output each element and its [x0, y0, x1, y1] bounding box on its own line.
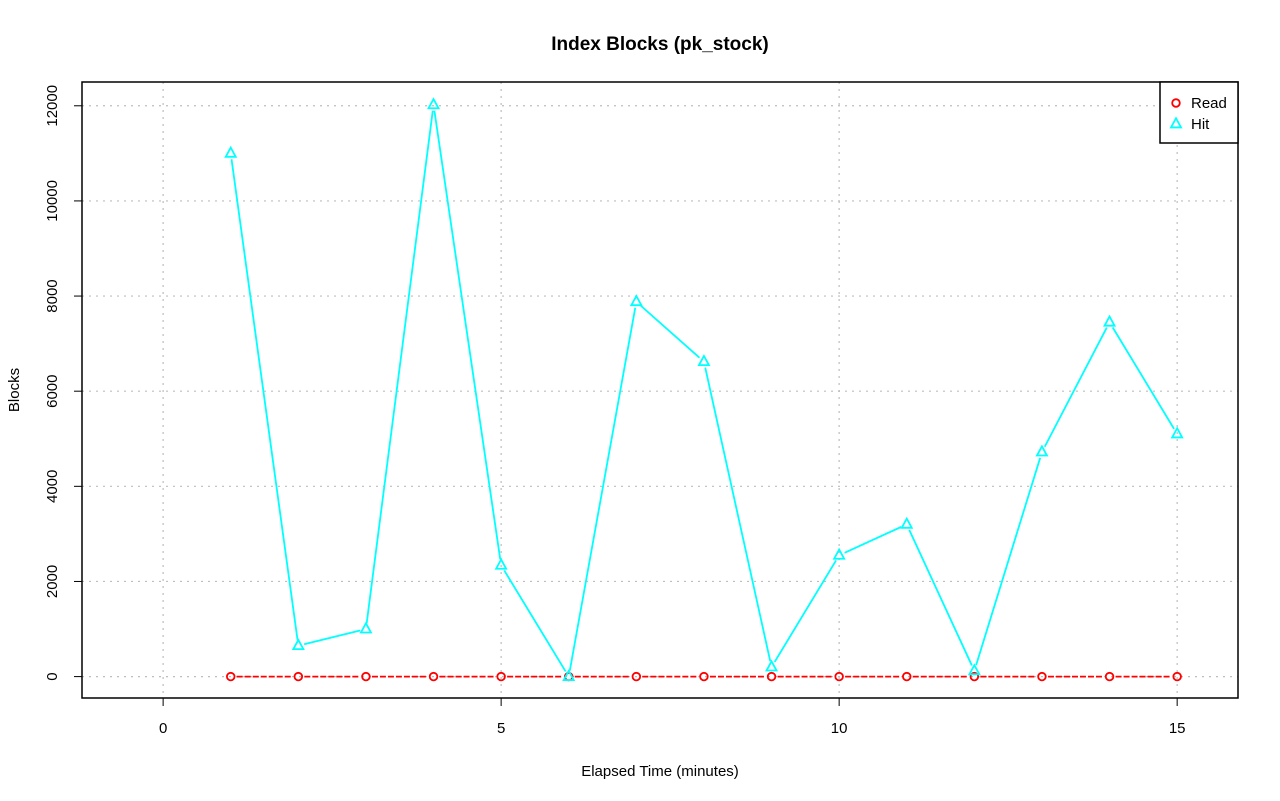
- y-tick-label: 8000: [44, 279, 61, 312]
- x-tick-label: 0: [159, 720, 167, 737]
- legend-label: Hit: [1191, 116, 1210, 133]
- data-point: [226, 671, 236, 682]
- series-line-segment: [640, 305, 701, 359]
- data-point: [427, 97, 441, 110]
- series-line-segment: [230, 159, 299, 640]
- data-point: [361, 671, 371, 682]
- data-point: [1172, 671, 1182, 682]
- legend-marker: [1169, 116, 1183, 129]
- data-point: [765, 659, 779, 672]
- data-point: [224, 145, 238, 158]
- data-point: [494, 557, 508, 570]
- data-point: [1170, 426, 1184, 439]
- data-point: [1103, 314, 1117, 327]
- series-line-segment: [704, 367, 772, 662]
- legend: Read Hit: [1159, 81, 1239, 144]
- series-line-segment: [365, 110, 434, 624]
- data-point: [1104, 671, 1115, 682]
- x-tick-label: 15: [1169, 720, 1186, 737]
- series-line-segment: [503, 569, 567, 672]
- series-read: [226, 671, 1182, 682]
- data-point: [1037, 671, 1047, 682]
- data-point: [629, 294, 643, 307]
- data-point: [969, 671, 980, 682]
- series-line-segment: [975, 457, 1042, 666]
- legend-marker: [1171, 98, 1181, 108]
- legend-label: Read: [1191, 95, 1227, 112]
- series-line-segment: [1043, 327, 1108, 448]
- series-line-segment: [568, 307, 637, 671]
- data-point: [900, 516, 914, 529]
- data-point: [699, 671, 709, 682]
- data-point: [359, 621, 373, 634]
- grid: [82, 82, 1238, 698]
- series-layer: [224, 97, 1184, 682]
- data-point: [832, 547, 846, 560]
- data-point: [834, 671, 844, 682]
- series-line-segment: [303, 629, 361, 646]
- chart-title: Index Blocks (pk_stock): [551, 34, 769, 55]
- x-tick-label: 5: [497, 720, 505, 737]
- series-line-segment: [1111, 326, 1175, 430]
- data-point: [766, 671, 777, 682]
- data-point: [967, 663, 981, 676]
- x-axis-title: Elapsed Time (minutes): [581, 763, 739, 780]
- y-tick-label: 2000: [44, 565, 61, 598]
- series-hit: [224, 97, 1184, 681]
- y-tick-label: 0: [44, 672, 61, 680]
- data-point: [428, 671, 439, 682]
- data-point: [631, 671, 642, 682]
- data-point: [496, 671, 506, 682]
- plot-frame: [81, 81, 1239, 699]
- y-tick-label: 10000: [44, 180, 61, 222]
- data-point: [562, 668, 576, 681]
- y-tick-label: 4000: [44, 470, 61, 503]
- data-point: [293, 671, 304, 682]
- y-axis-title: Blocks: [6, 368, 23, 412]
- series-line-segment: [844, 526, 902, 554]
- data-point: [291, 638, 305, 651]
- legend-box: [1159, 81, 1239, 144]
- data-point: [1035, 444, 1049, 457]
- series-line-segment: [773, 559, 837, 663]
- data-point: [902, 671, 912, 682]
- x-tick-label: 10: [831, 720, 848, 737]
- y-tick-label: 6000: [44, 375, 61, 408]
- x-axis: 0 5 10 15: [159, 698, 1186, 737]
- y-axis: 0 2000 4000 6000 8000 10000 12000: [44, 85, 82, 681]
- data-point: [697, 354, 711, 367]
- y-tick-label: 12000: [44, 85, 61, 127]
- series-line-segment: [433, 110, 502, 560]
- series-line-segment: [908, 529, 973, 666]
